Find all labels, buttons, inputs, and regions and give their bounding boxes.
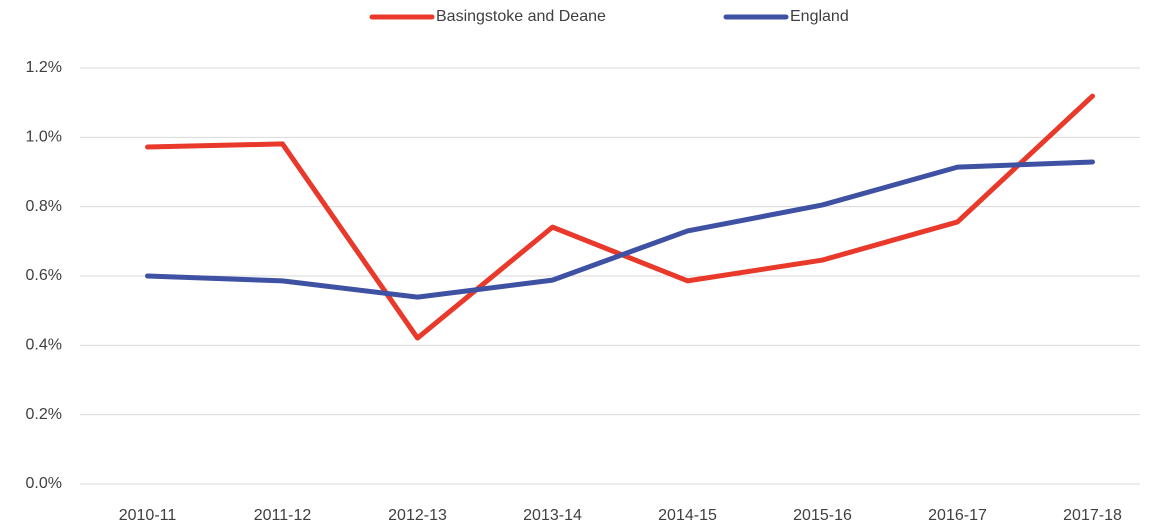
x-tick-label: 2017-18 — [1063, 507, 1122, 524]
x-tick-label: 2013-14 — [523, 507, 582, 524]
x-tick-label: 2012-13 — [388, 507, 447, 524]
y-tick-label: 0.8% — [26, 198, 62, 215]
x-tick-label: 2016-17 — [928, 507, 987, 524]
y-tick-label: 1.2% — [26, 59, 62, 76]
legend-label: Basingstoke and Deane — [436, 8, 606, 25]
line-series — [145, 93, 1095, 341]
x-tick-label: 2014-15 — [658, 507, 717, 524]
y-tick-label: 0.6% — [26, 267, 62, 284]
legend-label: England — [790, 8, 849, 25]
x-tick-label: 2011-12 — [254, 507, 312, 524]
y-tick-label: 0.2% — [26, 406, 62, 423]
line-series — [145, 159, 1095, 300]
x-tick-label: 2015-16 — [793, 507, 852, 524]
y-tick-label: 0.0% — [26, 475, 62, 492]
x-tick-label: 2010-11 — [119, 507, 177, 524]
y-tick-label: 1.0% — [26, 129, 62, 146]
y-tick-label: 0.4% — [26, 337, 62, 354]
